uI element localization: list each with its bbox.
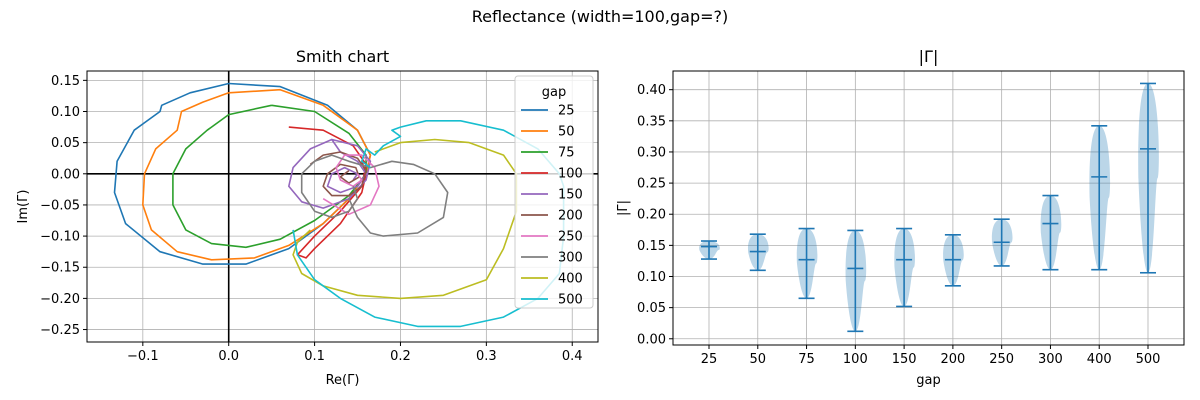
violin-ytick-label: 0.30 [637, 145, 666, 160]
smith-xtick-label: 0.1 [304, 349, 325, 364]
smith-series-50 [142, 88, 372, 261]
smith-xtick-label: 0.3 [476, 349, 497, 364]
smith-xtick-label: 0.2 [390, 349, 411, 364]
smith-ticks: −0.1 0.0 0.1 0.2 0.3 0.4 −0.25 −0.20 −0.15 −0.10 −… [40, 74, 582, 364]
violin-xtick-label: 200 [940, 352, 965, 367]
legend-label: 200 [558, 209, 583, 224]
violin-panel: |Γ| 25 50 75 100 150 200 250 300 400 500 0.00 0.05 0… [616, 47, 1185, 388]
smith-chart-title: Smith chart [296, 47, 389, 66]
violin-xtick-label: 250 [989, 352, 1014, 367]
violin-ytick-label: 0.35 [637, 114, 666, 129]
smith-ytick-label: −0.25 [40, 323, 80, 338]
legend-label: 50 [558, 125, 575, 140]
smith-ytick-label: −0.20 [40, 292, 80, 307]
violin-plot-frame [672, 70, 1185, 346]
violin-xtick-label: 150 [892, 352, 917, 367]
smith-ylabel: Im(Γ) [16, 190, 31, 224]
violin-ytick-label: 0.40 [637, 83, 666, 98]
violin-xtick-label: 400 [1087, 352, 1112, 367]
legend-label: 150 [558, 188, 583, 203]
smith-ytick-label: 0.15 [51, 74, 80, 89]
legend-label: 100 [558, 167, 583, 182]
smith-series-250 [322, 154, 380, 216]
violin-xtick-label: 300 [1038, 352, 1063, 367]
smith-ytick-label: 0.10 [51, 105, 80, 120]
violin-xtick-label: 25 [701, 352, 718, 367]
smith-ytick-label: −0.15 [40, 261, 80, 276]
figure-suptitle: Reflectance (width=100,gap=?) [472, 7, 729, 26]
smith-ytick-label: 0.05 [51, 136, 80, 151]
violin-xtick-label: 75 [798, 352, 815, 367]
legend-frame [514, 75, 594, 309]
violin-ylabel: |Γ| [616, 200, 631, 216]
violin-xlabel: gap [916, 373, 940, 388]
violin-title: |Γ| [919, 47, 939, 66]
smith-series-100 [288, 126, 367, 259]
smith-legend: gap 25 50 75 100 150 200 250 300 400 500 [514, 75, 594, 309]
smith-ytick-label: −0.10 [40, 230, 80, 245]
violin-bodies [699, 82, 1159, 333]
violin-xtick-label: 50 [750, 352, 767, 367]
legend-label: 25 [558, 104, 575, 119]
violin-ytick-label: 0.05 [637, 301, 666, 316]
smith-series-400 [292, 138, 518, 300]
legend-label: 500 [558, 293, 583, 308]
violin-xtick-label: 100 [843, 352, 868, 367]
violin-ytick-label: 0.15 [637, 239, 666, 254]
violin-ytick-label: 0.10 [637, 270, 666, 285]
smith-plot-frame [86, 70, 599, 343]
smith-ytick-label: 0.00 [51, 167, 80, 182]
violin-ytick-label: 0.25 [637, 177, 666, 192]
smith-xtick-label: 0.0 [218, 349, 239, 364]
legend-label: 400 [558, 272, 583, 287]
smith-chart-panel: Smith chart −0.1 0.0 0.1 0.2 0.3 0.4 −0.25 −0.2… [16, 47, 599, 388]
legend-label: 75 [558, 146, 575, 161]
legend-label: 300 [558, 251, 583, 266]
violin-ytick-label: 0.20 [637, 208, 666, 223]
smith-xtick-label: 0.4 [562, 349, 583, 364]
legend-label: 250 [558, 230, 583, 245]
smith-xlabel: Re(Γ) [326, 373, 360, 388]
smith-ytick-label: −0.05 [40, 198, 80, 213]
violin-xtick-label: 500 [1136, 352, 1161, 367]
violin-ticks: 25 50 75 100 150 200 250 300 400 500 0.00 0.05 0.10 0… [637, 83, 1160, 367]
violin-grid [673, 71, 1184, 345]
legend-title: gap [542, 85, 566, 100]
violin-ytick-label: 0.00 [637, 332, 666, 347]
smith-xtick-label: −0.1 [127, 349, 159, 364]
smith-series-150 [287, 138, 372, 209]
